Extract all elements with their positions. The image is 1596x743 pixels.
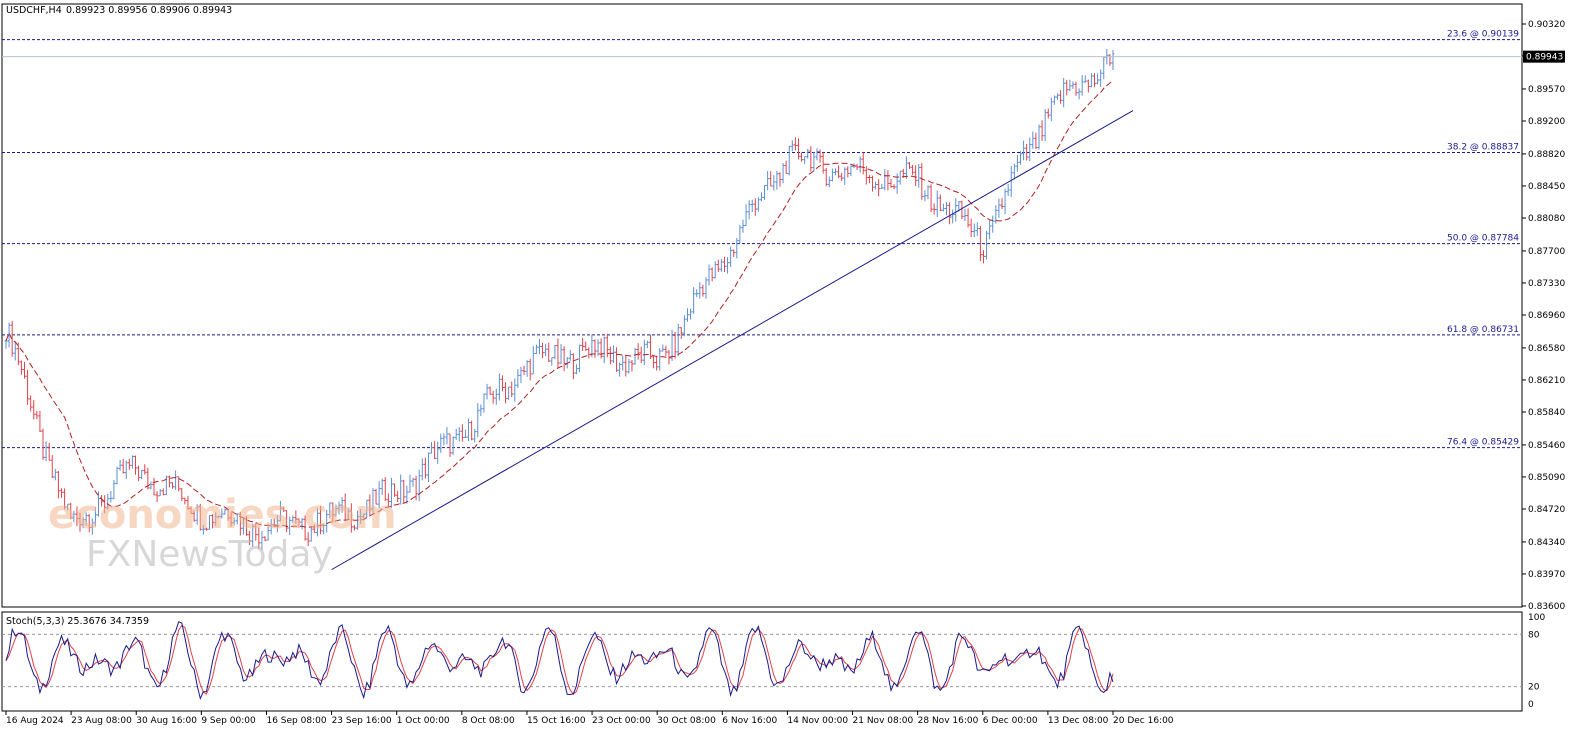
time-axis-label: 16 Aug 2024 [6,716,64,726]
stochastic-panel: 16 Aug 2024 23 Aug 08:00 30 Aug 16:00 9 Sep… [1,611,1545,726]
time-axis-label: 23 Aug 08:00 [71,716,132,726]
price-axis-label: 0.89200 [1528,117,1565,127]
fib-level-label: 76.4 @ 0.85429 [1447,438,1519,448]
time-axis-label: 6 Nov 16:00 [722,716,777,726]
price-axis-label: 0.85460 [1528,441,1565,451]
current-price-badge [1523,50,1565,63]
time-axis-label: 30 Oct 08:00 [657,716,716,726]
moving-average-line [5,80,1114,528]
stoch-axis-label: 80 [1528,630,1540,640]
price-panel: 0.903200.899500.895700.892000.888200.884… [1,3,1565,612]
time-axis-label: 21 Nov 08:00 [853,716,914,726]
time-axis-label: 30 Aug 16:00 [136,716,197,726]
chart-symbol: USDCHF,H4 [6,5,62,16]
price-axis-label: 0.83970 [1528,570,1565,580]
price-axis-label: 0.83600 [1528,602,1565,612]
stoch-title: Stoch(5,3,3) 25.3676 34.7359 [6,616,149,627]
fib-level-label: 38.2 @ 0.88837 [1447,142,1519,152]
price-axis-label: 0.84340 [1528,538,1565,548]
time-axis-label: 20 Dec 16:00 [1113,716,1174,726]
time-axis-label: 9 Sep 00:00 [201,716,256,726]
stoch-signal-line [5,624,1114,695]
time-axis-label: 28 Nov 16:00 [918,716,979,726]
time-axis-label: 6 Dec 00:00 [983,716,1038,726]
time-axis-label: 8 Oct 08:00 [462,716,515,726]
stoch-axis-label: 0 [1528,700,1534,710]
time-axis-label: 13 Dec 08:00 [1048,716,1109,726]
watermark: economies.com FXNewsToday [48,492,397,575]
price-axis-label: 0.85840 [1528,408,1565,418]
fib-level-label: 50.0 @ 0.87784 [1447,234,1519,244]
stoch-main-line [5,621,1114,701]
current-price-label: 0.89943 [1526,53,1563,63]
price-axis-label: 0.86210 [1528,376,1565,386]
time-axis-label: 14 Nov 00:00 [787,716,848,726]
price-axis-label: 0.87330 [1528,279,1565,289]
fib-level-label: 61.8 @ 0.86731 [1447,325,1519,335]
price-axis-label: 0.88450 [1528,182,1565,192]
watermark-brand-1: economies.com [48,492,397,538]
time-axis-label: 16 Sep 08:00 [266,716,326,726]
fib-level-label: 23.6 @ 0.90139 [1447,30,1519,40]
price-axis-label: 0.84720 [1528,505,1565,515]
time-axis-label: 15 Oct 16:00 [527,716,586,726]
watermark-brand-2: FXNewsToday [86,534,333,575]
stoch-axis-label: 20 [1528,683,1540,693]
price-axis-label: 0.86960 [1528,311,1565,321]
time-axis-label: 23 Oct 00:00 [592,716,651,726]
time-axis-label: 23 Sep 16:00 [332,716,392,726]
price-axis-label: 0.86580 [1528,344,1565,354]
chart-ohlc: 0.89923 0.89956 0.89906 0.89943 [66,5,232,16]
trend-line [331,110,1134,571]
price-panel-frame [1,3,1523,608]
price-axis-label: 0.88820 [1528,150,1565,160]
price-axis-label: 0.90320 [1528,20,1565,30]
price-axis-label: 0.85090 [1528,473,1565,483]
price-axis-label: 0.89570 [1528,85,1565,95]
ohlc-bars [4,49,1115,551]
price-axis-label: 0.87700 [1528,247,1565,257]
price-axis-label: 0.88080 [1528,214,1565,224]
stoch-panel-frame [1,611,1523,712]
time-axis-label: 1 Oct 00:00 [397,716,450,726]
stoch-axis-label: 100 [1528,613,1545,623]
